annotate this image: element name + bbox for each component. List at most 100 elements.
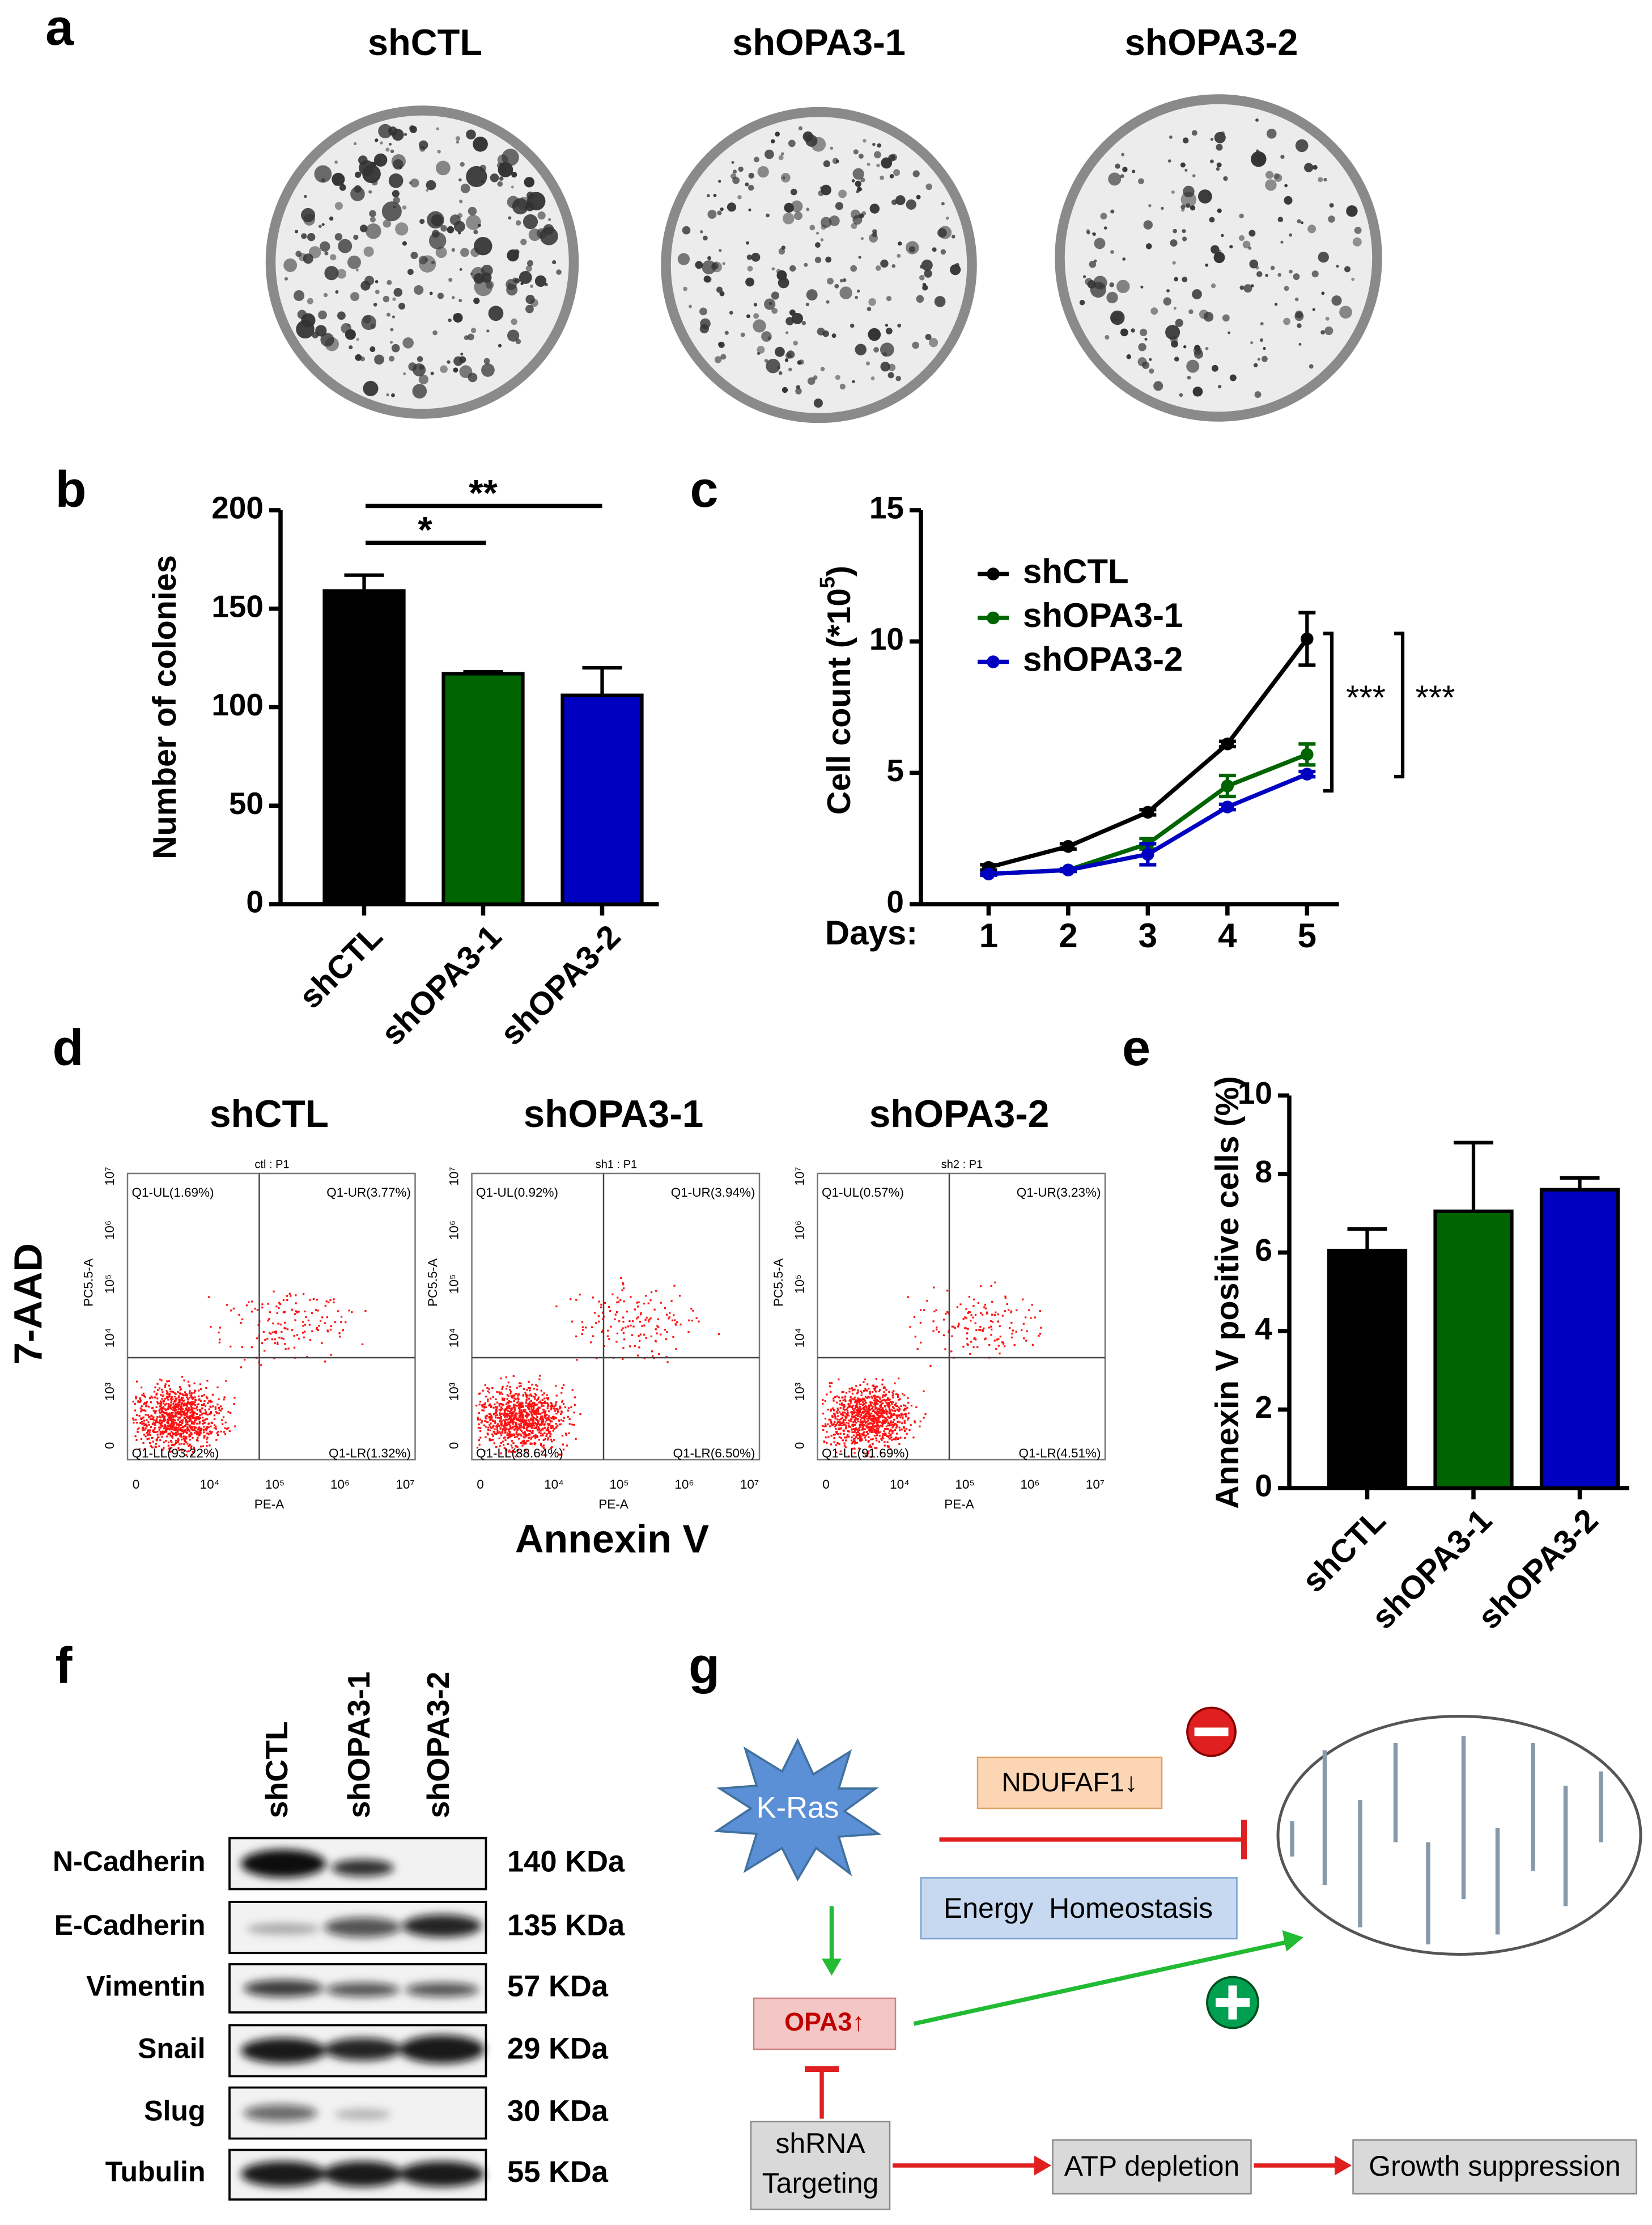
colony (347, 255, 362, 269)
event-dot (841, 1414, 844, 1417)
event-dot (524, 1436, 526, 1439)
event-dot (1031, 1344, 1034, 1346)
event-dot (133, 1419, 135, 1421)
event-dot (829, 1418, 832, 1421)
event-dot (869, 1409, 871, 1411)
event-dot (150, 1445, 152, 1447)
event-dot (199, 1432, 202, 1435)
x-tick-label: 10⁵ (609, 1477, 628, 1491)
event-dot (891, 1403, 893, 1405)
colony (860, 177, 865, 183)
colony (358, 155, 368, 165)
colony (856, 289, 860, 293)
event-dot (912, 1436, 915, 1439)
event-dot (844, 1436, 846, 1439)
event-dot (873, 1414, 875, 1417)
event-dot (187, 1417, 189, 1419)
event-dot (519, 1419, 521, 1421)
event-dot (294, 1319, 296, 1321)
event-dot (962, 1317, 965, 1320)
event-dot (186, 1450, 188, 1453)
event-dot (873, 1422, 875, 1425)
event-dot (532, 1409, 534, 1411)
event-dot (183, 1379, 185, 1381)
event-dot (544, 1412, 546, 1414)
event-dot (311, 1330, 313, 1333)
colony (409, 125, 417, 133)
event-dot (546, 1402, 549, 1404)
event-dot (188, 1385, 191, 1388)
event-dot (175, 1412, 177, 1414)
event-dot (575, 1335, 577, 1338)
event-dot (997, 1338, 1000, 1340)
event-dot (519, 1425, 521, 1427)
event-dot (591, 1326, 593, 1329)
event-dot (181, 1376, 184, 1378)
colony (727, 202, 737, 212)
event-dot (887, 1446, 890, 1449)
colony (829, 215, 840, 226)
event-dot (518, 1423, 520, 1426)
event-dot (537, 1410, 540, 1413)
colony (765, 149, 774, 159)
event-dot (507, 1412, 509, 1415)
legend-dot (987, 611, 1000, 625)
event-dot (997, 1320, 1000, 1323)
event-dot (833, 1437, 835, 1439)
event-dot (284, 1348, 287, 1350)
event-dot (902, 1414, 904, 1416)
event-dot (545, 1429, 547, 1431)
event-dot (855, 1431, 857, 1434)
event-dot (534, 1412, 536, 1414)
event-dot (843, 1423, 845, 1426)
event-dot (880, 1425, 882, 1427)
event-dot (885, 1408, 887, 1410)
event-dot (592, 1296, 594, 1299)
event-dot (185, 1419, 188, 1421)
y-tick-label: 0 (1255, 1468, 1272, 1503)
event-dot (205, 1427, 207, 1430)
event-dot (215, 1411, 217, 1413)
event-dot (291, 1308, 294, 1311)
event-dot (165, 1409, 167, 1411)
colony (804, 262, 808, 267)
event-dot (863, 1402, 865, 1405)
event-dot (864, 1439, 867, 1442)
event-dot (513, 1395, 515, 1397)
event-dot (154, 1422, 157, 1424)
event-dot (919, 1425, 921, 1427)
event-dot (890, 1421, 893, 1424)
event-dot (568, 1423, 571, 1425)
event-dot (874, 1417, 877, 1419)
event-dot (312, 1298, 315, 1300)
event-dot (490, 1405, 492, 1408)
event-dot (509, 1435, 511, 1437)
event-dot (826, 1431, 828, 1433)
colony (375, 290, 380, 294)
event-dot (983, 1306, 986, 1308)
event-dot (886, 1428, 888, 1430)
colony (820, 217, 832, 228)
event-dot (147, 1405, 150, 1408)
event-dot (836, 1395, 838, 1397)
event-dot (874, 1411, 876, 1414)
event-dot (210, 1410, 213, 1413)
event-dot (139, 1407, 142, 1409)
significance: ** (469, 472, 498, 514)
event-dot (230, 1412, 232, 1414)
event-dot (189, 1390, 191, 1392)
colony (1280, 240, 1284, 244)
event-dot (288, 1292, 291, 1295)
event-dot (1038, 1334, 1040, 1337)
event-dot (560, 1392, 563, 1394)
event-dot (855, 1436, 857, 1438)
event-dot (617, 1296, 619, 1299)
event-dot (869, 1401, 872, 1403)
colony (1242, 240, 1251, 249)
event-dot (593, 1312, 596, 1314)
event-dot (648, 1319, 651, 1321)
colony (324, 251, 329, 256)
event-dot (1010, 1310, 1013, 1312)
event-dot (178, 1398, 180, 1401)
event-dot (500, 1425, 503, 1427)
